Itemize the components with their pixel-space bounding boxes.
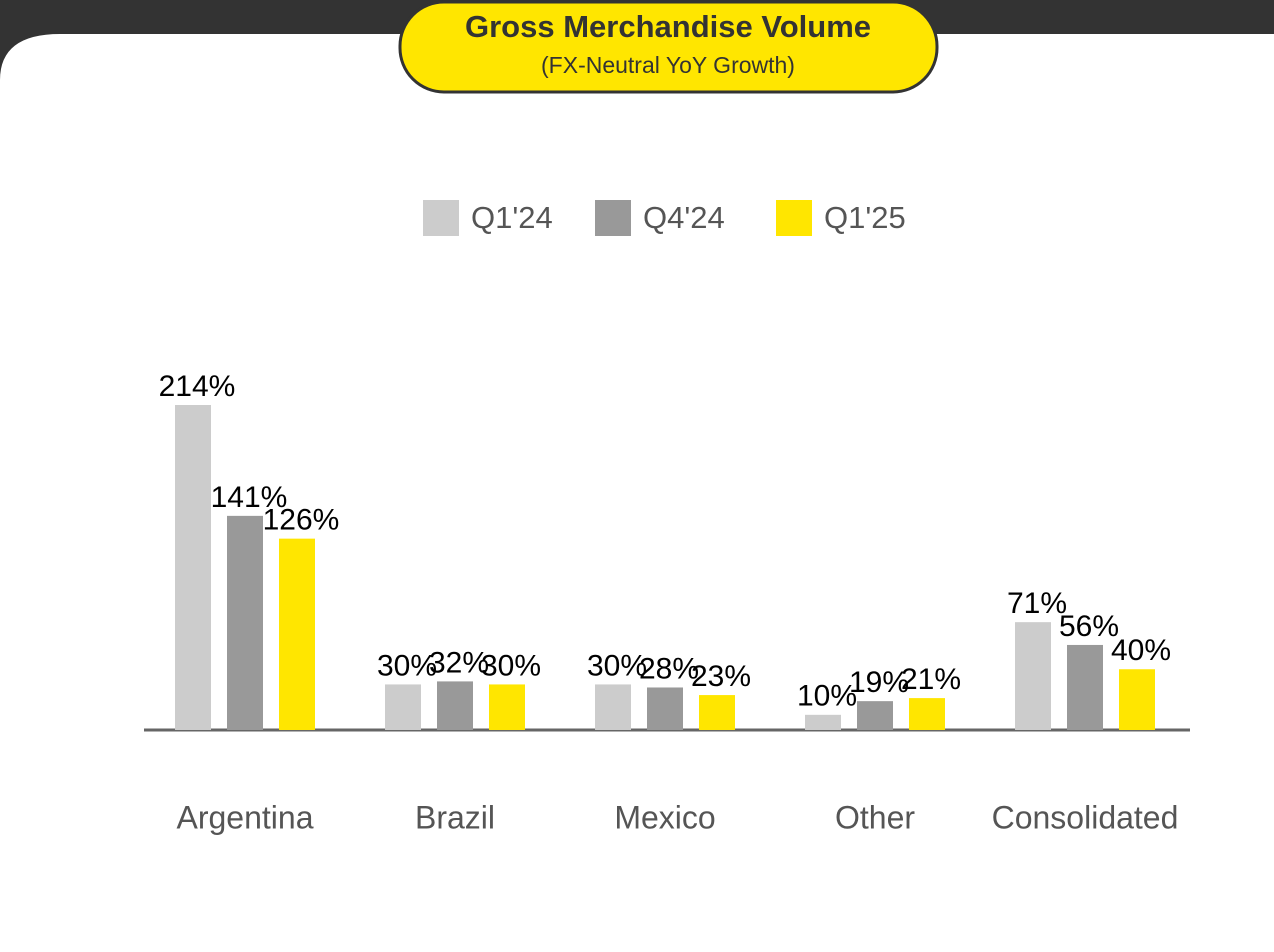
data-label: 23%	[691, 660, 751, 693]
data-label: 28%	[639, 652, 699, 685]
legend-swatch	[423, 200, 459, 236]
data-label: 126%	[263, 504, 340, 537]
legend-label: Q4'24	[643, 200, 725, 235]
x-tick-label: Consolidated	[992, 799, 1179, 835]
bar	[437, 681, 473, 730]
data-label: 30%	[587, 649, 647, 682]
legend-label: Q1'25	[824, 200, 906, 235]
bar	[175, 405, 211, 730]
x-tick-label: Mexico	[614, 799, 715, 835]
bar	[857, 701, 893, 730]
data-label: 40%	[1111, 634, 1171, 667]
legend-label: Q1'24	[471, 200, 553, 235]
data-label: 214%	[159, 370, 236, 403]
bar	[1119, 669, 1155, 730]
legend-swatch	[776, 200, 812, 236]
data-label: 30%	[377, 649, 437, 682]
bar	[909, 698, 945, 730]
data-label: 21%	[901, 663, 961, 696]
bar	[385, 684, 421, 730]
data-label: 19%	[849, 666, 909, 699]
bar	[1015, 622, 1051, 730]
title-pill	[398, 0, 939, 94]
bar	[699, 695, 735, 730]
chart-title: Gross Merchandise Volume	[465, 9, 871, 44]
x-tick-label: Other	[835, 799, 915, 835]
data-label: 30%	[481, 649, 541, 682]
data-label: 56%	[1059, 610, 1119, 643]
x-tick-label: Argentina	[177, 799, 314, 835]
data-label: 141%	[211, 481, 288, 514]
x-tick-label: Brazil	[415, 799, 495, 835]
panel-corner	[0, 34, 60, 80]
bar	[595, 684, 631, 730]
legend-swatch	[595, 200, 631, 236]
bar	[647, 687, 683, 730]
data-label: 71%	[1007, 587, 1067, 620]
panel	[0, 34, 1274, 952]
bar	[227, 515, 263, 730]
bar	[279, 538, 315, 730]
bar	[489, 684, 525, 730]
data-label: 10%	[797, 680, 857, 713]
bar	[1067, 644, 1103, 730]
chart-subtitle: (FX-Neutral YoY Growth)	[541, 52, 795, 78]
data-label: 32%	[429, 646, 489, 679]
bar	[805, 714, 841, 730]
